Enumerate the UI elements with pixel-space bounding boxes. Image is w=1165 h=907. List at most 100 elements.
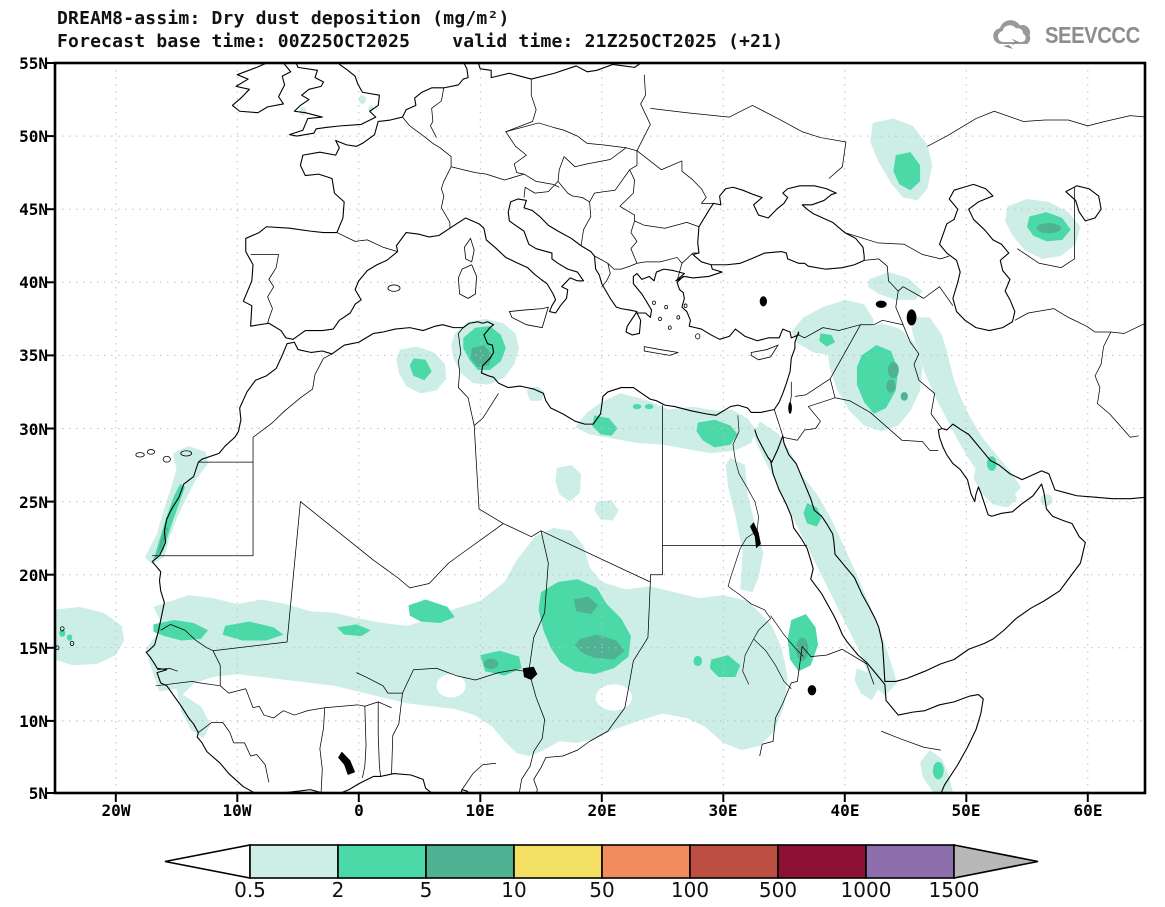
colorbar — [164, 844, 1039, 879]
canary-island — [163, 456, 170, 462]
colorbar-tick-label: 1500 — [928, 878, 980, 902]
colorbar-tick-label: 500 — [758, 878, 798, 902]
dust-region-l3 — [900, 391, 908, 401]
dust-region-l3 — [886, 379, 896, 393]
lon-tick-label: 40E — [830, 801, 860, 820]
border-jordan-saudi — [783, 398, 835, 440]
border-turkey-syria-iraq — [799, 320, 903, 338]
border-gambia — [157, 668, 178, 671]
dust-region-l2 — [803, 503, 822, 527]
dust-region-l2 — [336, 624, 371, 637]
island-majorca — [388, 285, 400, 291]
border-niger-nigeria — [402, 668, 524, 693]
border-nigeria-cameroon — [462, 763, 496, 789]
border-egypt-israel — [774, 409, 783, 435]
colorbar-tick-label: 100 — [670, 878, 710, 902]
border-mali-burkina-ivorycoast — [220, 686, 324, 718]
colorbar-tick-label: 5 — [419, 878, 433, 902]
island-crete — [644, 347, 678, 356]
dust-speck — [1040, 494, 1053, 506]
border-burkina-south — [325, 702, 392, 708]
lat-tick-label: 25N — [19, 493, 48, 512]
lat-tick-label: 50N — [19, 127, 48, 146]
dust-region-l3 — [796, 637, 809, 661]
border-hungary-croatia-serbia — [558, 151, 637, 202]
colorbar-segment — [689, 844, 779, 879]
border-mauritania-mali-algeria-niger — [213, 502, 503, 651]
dust-hole — [436, 674, 466, 698]
dust-region-l3 — [483, 658, 499, 669]
coastline-baltic — [478, 62, 643, 80]
dust-speck-l2 — [693, 655, 702, 667]
island-corsica — [464, 238, 474, 261]
border-algeria-libya — [474, 426, 503, 524]
lon-tick-label: 20E — [587, 801, 617, 820]
dust-region — [867, 272, 923, 300]
aegean-islet — [677, 316, 680, 320]
border-morocco-algeria — [198, 354, 332, 462]
graticule — [55, 63, 1145, 793]
border-germany-east — [506, 79, 536, 174]
border-sudan-ethiopia — [760, 646, 803, 756]
caspian-sea — [940, 184, 1015, 330]
border-libya-niger-chad-sudan-egypt — [503, 405, 662, 582]
border-iran-afghanistan — [1095, 332, 1139, 437]
dust-region — [146, 527, 788, 756]
colorbar-tick-label: 50 — [589, 878, 615, 902]
colorbar-tick-label: 1000 — [840, 878, 892, 902]
lon-tick-label: 50E — [951, 801, 981, 820]
dust-speck-l2 — [632, 403, 642, 410]
lat-tick-label: 5N — [28, 784, 48, 803]
valid-time: valid time: 21Z25OCT2025 (+21) — [452, 31, 784, 52]
border-romania-bulgaria — [635, 221, 699, 228]
map-svg — [46, 61, 1147, 802]
border-ukraine-romania-moldova — [637, 151, 714, 204]
colorbar-tick-label: 2 — [331, 878, 345, 902]
dust-region — [594, 500, 619, 521]
map-frame — [46, 61, 1147, 802]
lon-tick-label: 30E — [708, 801, 738, 820]
map-area — [46, 61, 1147, 802]
island-cyprus — [751, 345, 778, 360]
dust-region — [555, 465, 582, 502]
dust-region — [526, 386, 545, 401]
geography-layer — [56, 62, 1146, 794]
border-niger-chad — [529, 531, 548, 671]
dust-region-l2 — [856, 345, 899, 414]
dust-region-l3 — [573, 596, 599, 615]
dust-region-l2 — [696, 419, 738, 448]
island-sicily — [509, 307, 548, 327]
dust-region-l2 — [480, 650, 522, 676]
seevccc-logo: SEEVCCC — [987, 18, 1153, 52]
border-benin-niger-burkina — [356, 673, 402, 693]
nile-river — [728, 415, 771, 684]
dust-region — [854, 668, 879, 701]
lon-tick-label: 20W — [101, 801, 131, 820]
dust-region-l3 — [887, 361, 899, 379]
dust-region-l3 — [1036, 223, 1062, 234]
border-kazakhstan-russia — [927, 111, 1146, 146]
dust-hole — [595, 684, 633, 711]
subtitle-row: Forecast base time: 00Z25OCT2025 valid t… — [57, 31, 783, 52]
coastline-sinai-arabia — [768, 424, 1146, 681]
page-title: DREAM8-assim: Dry dust deposition (mg/m²… — [57, 8, 510, 29]
border-central-asia — [1017, 187, 1074, 267]
border-guinea-sierraleone — [198, 722, 233, 742]
coastline-turkey-levant-north-africa — [294, 276, 798, 424]
border-austria-slovenia — [524, 157, 564, 198]
aral-sea — [1066, 186, 1101, 221]
atbara-river — [771, 616, 804, 657]
border-ghana-togo — [362, 706, 366, 778]
lake-chad — [522, 666, 538, 680]
lat-tick-label: 55N — [19, 54, 48, 73]
dust-region-l2 — [408, 599, 455, 623]
dust-region — [973, 462, 1018, 508]
lon-tick-label: 0 — [354, 801, 364, 820]
colorbar-segment — [777, 844, 867, 879]
cape-verde-island — [60, 627, 64, 631]
border-chad-cameroon — [519, 676, 545, 794]
dust-region-l2 — [222, 621, 284, 641]
border-liberia-ivorycoast — [234, 743, 269, 782]
lon-tick-label: 10E — [465, 801, 495, 820]
dead-sea — [788, 402, 792, 414]
